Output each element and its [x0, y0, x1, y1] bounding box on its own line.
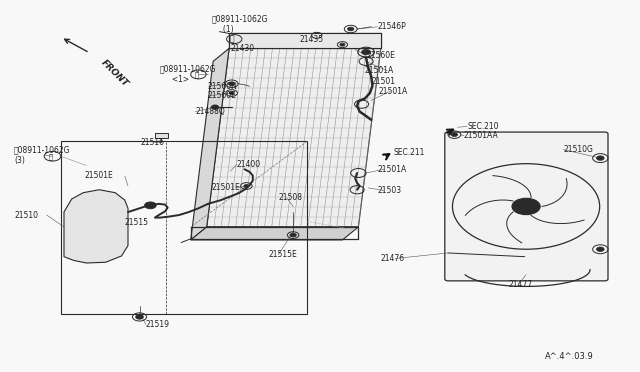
Text: 21400: 21400: [237, 160, 261, 169]
Circle shape: [512, 198, 540, 215]
Bar: [61, 141, 307, 314]
Polygon shape: [207, 48, 381, 227]
Text: 21503: 21503: [378, 186, 402, 195]
Circle shape: [136, 315, 143, 319]
Circle shape: [211, 105, 219, 109]
Text: 21501A: 21501A: [379, 87, 408, 96]
Text: 21560E: 21560E: [366, 51, 395, 60]
Text: ⓝ08911-1062G
     <1>: ⓝ08911-1062G <1>: [160, 65, 216, 84]
Circle shape: [340, 43, 345, 46]
Bar: [155, 133, 168, 138]
Circle shape: [520, 203, 532, 210]
Text: 21501A: 21501A: [378, 165, 407, 174]
Text: 21430: 21430: [230, 44, 255, 53]
Circle shape: [229, 92, 234, 94]
Text: 21501: 21501: [371, 77, 396, 86]
Circle shape: [290, 233, 296, 237]
Text: 21501E: 21501E: [84, 171, 113, 180]
Text: 21501A: 21501A: [365, 66, 394, 75]
Text: 21501AA: 21501AA: [464, 131, 499, 140]
Text: ⓝ: ⓝ: [230, 35, 235, 44]
Circle shape: [145, 202, 156, 209]
Polygon shape: [191, 227, 358, 240]
Text: FRONT: FRONT: [99, 58, 130, 88]
Polygon shape: [64, 190, 128, 263]
Text: 21508: 21508: [278, 193, 302, 202]
Text: SEC.211: SEC.211: [394, 148, 425, 157]
Circle shape: [348, 27, 354, 31]
Text: 21515E: 21515E: [269, 250, 298, 259]
Text: 21435: 21435: [300, 35, 324, 44]
Text: 21488Q: 21488Q: [195, 107, 225, 116]
Text: ⓝ: ⓝ: [195, 71, 198, 78]
Text: 21477: 21477: [509, 280, 533, 289]
Text: A^.4^.03.9: A^.4^.03.9: [545, 352, 594, 361]
Text: 21546P: 21546P: [378, 22, 406, 31]
Text: ⓝ08911-1062G
     (1): ⓝ08911-1062G (1): [211, 15, 268, 34]
Circle shape: [596, 247, 604, 251]
Text: 21501E: 21501E: [211, 183, 240, 192]
Bar: [229, 33, 381, 48]
Circle shape: [362, 49, 371, 55]
Text: ⓝ08911-1062G
(3): ⓝ08911-1062G (3): [14, 146, 70, 165]
Text: 21476: 21476: [381, 254, 405, 263]
Circle shape: [228, 82, 235, 86]
Circle shape: [596, 156, 604, 160]
Text: 21519: 21519: [146, 320, 170, 329]
Text: SEC.210: SEC.210: [467, 122, 499, 131]
Text: 21510G: 21510G: [563, 145, 593, 154]
FancyBboxPatch shape: [445, 132, 608, 281]
Text: 21510: 21510: [14, 211, 38, 219]
Text: 21560N: 21560N: [208, 82, 238, 91]
Text: 21560E: 21560E: [208, 92, 237, 100]
Text: ⓝ: ⓝ: [49, 153, 52, 160]
Circle shape: [244, 185, 249, 187]
Text: 21515: 21515: [125, 218, 149, 227]
Text: 21516: 21516: [141, 138, 165, 147]
Circle shape: [451, 133, 458, 137]
Polygon shape: [191, 48, 229, 240]
